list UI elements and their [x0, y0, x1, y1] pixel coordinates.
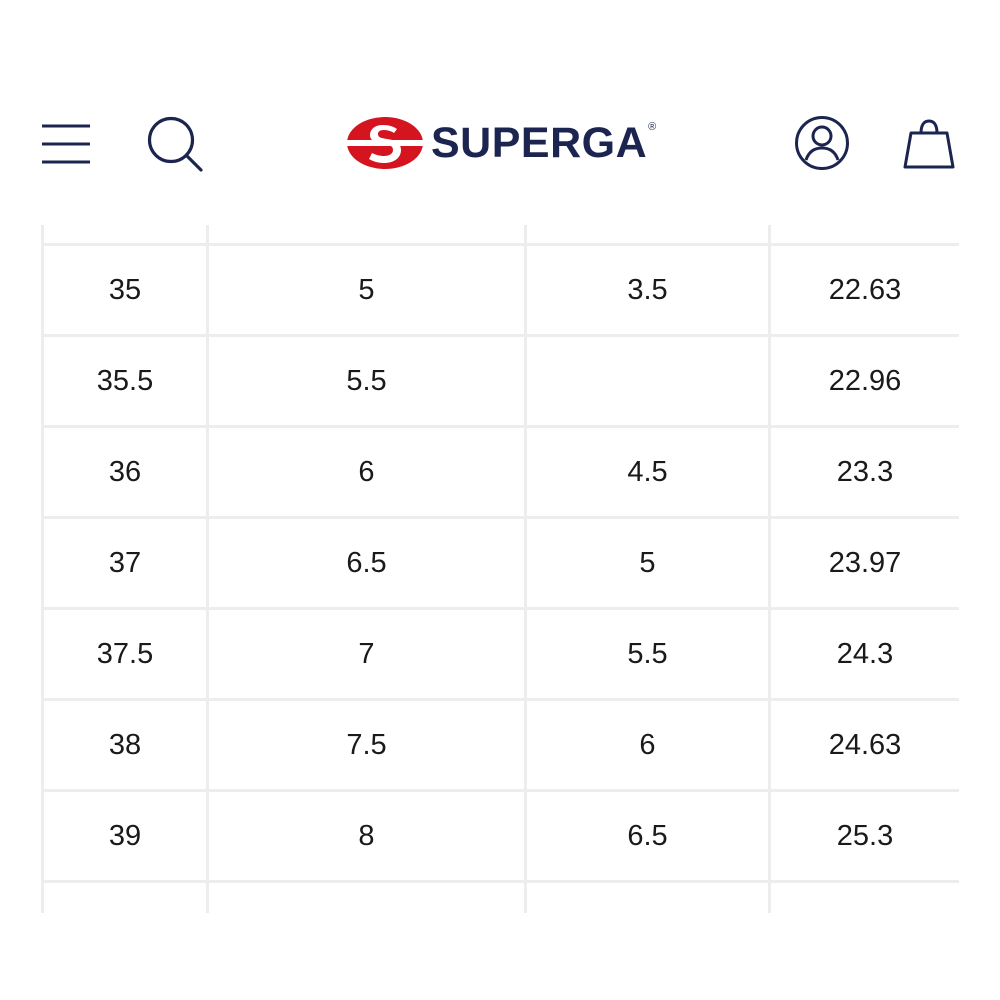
eu-size-cell: 37.5: [41, 607, 209, 701]
table-row: 39 8 6.5 25.3: [41, 789, 959, 883]
table-row: 36 6 4.5 23.3: [41, 425, 959, 519]
cm-size-cell: 22.63: [768, 243, 959, 337]
uk-size-cell: 4.5: [524, 425, 771, 519]
uk-size-cell: 6.5: [524, 789, 771, 883]
us-size-cell: 5: [206, 243, 527, 337]
brand-logo[interactable]: SUPERGA ®: [345, 113, 657, 173]
table-row-partial-bottom: [41, 880, 959, 913]
cm-size-cell: 24.63: [768, 698, 959, 792]
brand-name: SUPERGA: [431, 118, 648, 167]
uk-size-cell: 6: [524, 698, 771, 792]
table-row-partial-top: [41, 225, 959, 246]
table-cell: [206, 880, 527, 913]
uk-size-cell: 3.5: [524, 243, 771, 337]
table-row: 35.5 5.5 22.96: [41, 334, 959, 428]
eu-size-cell: 36: [41, 425, 209, 519]
eu-size-cell: 37: [41, 516, 209, 610]
us-size-cell: 5.5: [206, 334, 527, 428]
superga-logo-mark-icon: [345, 117, 425, 169]
site-header: SUPERGA ®: [0, 95, 1000, 195]
us-size-cell: 7.5: [206, 698, 527, 792]
eu-size-cell: 35: [41, 243, 209, 337]
eu-size-cell: 39: [41, 789, 209, 883]
cart-button[interactable]: [902, 117, 956, 171]
cm-size-cell: 23.97: [768, 516, 959, 610]
table-cell: [206, 225, 527, 246]
cm-size-cell: 25.3: [768, 789, 959, 883]
table-cell: [524, 880, 771, 913]
search-button[interactable]: [146, 115, 204, 173]
account-button[interactable]: [793, 115, 851, 171]
size-chart-table: 35 5 3.5 22.63 35.5 5.5 22.96 36 6 4.5 2…: [41, 225, 959, 917]
registered-mark: ®: [648, 121, 657, 133]
table-row: 38 7.5 6 24.63: [41, 698, 959, 792]
us-size-cell: 6.5: [206, 516, 527, 610]
cm-size-cell: 23.3: [768, 425, 959, 519]
eu-size-cell: 35.5: [41, 334, 209, 428]
cm-size-cell: 22.96: [768, 334, 959, 428]
table-cell: [41, 225, 209, 246]
us-size-cell: 7: [206, 607, 527, 701]
cm-size-cell: 24.3: [768, 607, 959, 701]
shopping-bag-icon: [903, 119, 955, 169]
search-icon: [147, 116, 203, 172]
uk-size-cell: 5: [524, 516, 771, 610]
uk-size-cell: [524, 334, 771, 428]
user-account-icon: [795, 116, 849, 170]
table-cell: [768, 880, 959, 913]
menu-button[interactable]: [40, 123, 92, 165]
us-size-cell: 6: [206, 425, 527, 519]
table-cell: [768, 225, 959, 246]
eu-size-cell: 38: [41, 698, 209, 792]
table-cell: [524, 225, 771, 246]
table-cell: [41, 880, 209, 913]
hamburger-menu-icon: [42, 124, 90, 164]
us-size-cell: 8: [206, 789, 527, 883]
table-row: 37 6.5 5 23.97: [41, 516, 959, 610]
table-row: 35 5 3.5 22.63: [41, 243, 959, 337]
table-row: 37.5 7 5.5 24.3: [41, 607, 959, 701]
uk-size-cell: 5.5: [524, 607, 771, 701]
